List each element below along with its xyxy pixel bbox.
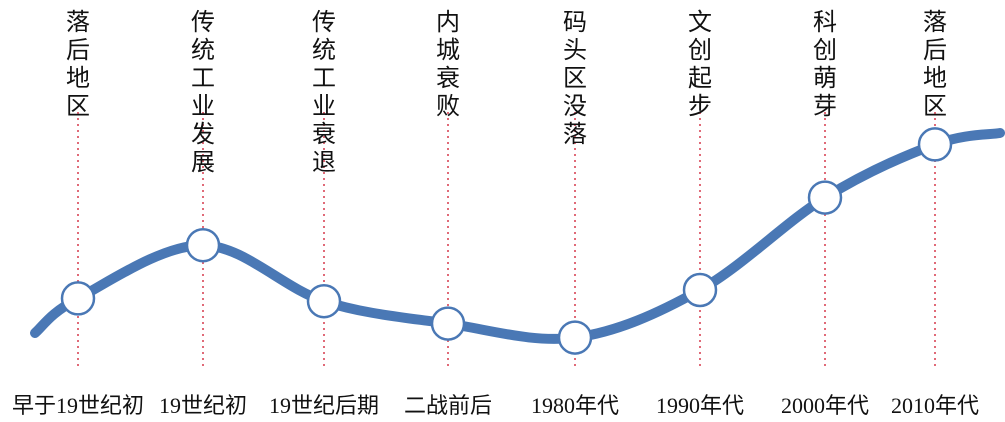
stage-labels: 落后地区 传统工业发展 传统工业衰退 内城衰败 码头区没落 文创起步 科创萌芽 落后地区: [66, 8, 947, 176]
stage-marker-7: [807, 180, 843, 215]
stage-marker-8: [917, 127, 953, 162]
stage-label-7: 科创萌芽: [813, 8, 837, 120]
stage-label-5: 码头区没落: [563, 8, 587, 148]
trend-curve: [30, 128, 1005, 344]
stage-marker-3: [306, 283, 342, 319]
stage-marker-4: [430, 306, 466, 341]
period-label-7: 2000年代: [781, 393, 869, 418]
period-label-8: 2010年代: [891, 393, 979, 418]
stage-label-4: 内城衰败: [436, 8, 460, 120]
period-label-1: 早于19世纪初: [12, 393, 144, 418]
stage-marker-1: [60, 281, 96, 316]
period-label-5: 1980年代: [531, 393, 619, 418]
period-label-4: 二战前后: [404, 393, 492, 418]
stage-marker-2: [185, 227, 221, 263]
stage-label-1: 落后地区: [66, 8, 90, 120]
stage-markers: [60, 127, 953, 355]
stage-label-8: 落后地区: [923, 8, 947, 120]
stage-marker-5: [557, 320, 593, 355]
period-labels: 早于19世纪初 19世纪初 19世纪后期 二战前后 1980年代 1990年代 2000年代…: [12, 393, 979, 418]
stage-label-6: 文创起步: [688, 8, 712, 120]
period-label-2: 19世纪初: [159, 393, 247, 418]
stage-label-3: 传统工业衰退: [312, 8, 336, 176]
period-label-3: 19世纪后期: [269, 393, 379, 418]
stage-marker-6: [682, 272, 718, 308]
stage-label-2: 传统工业发展: [191, 8, 215, 176]
period-label-6: 1990年代: [656, 393, 744, 418]
